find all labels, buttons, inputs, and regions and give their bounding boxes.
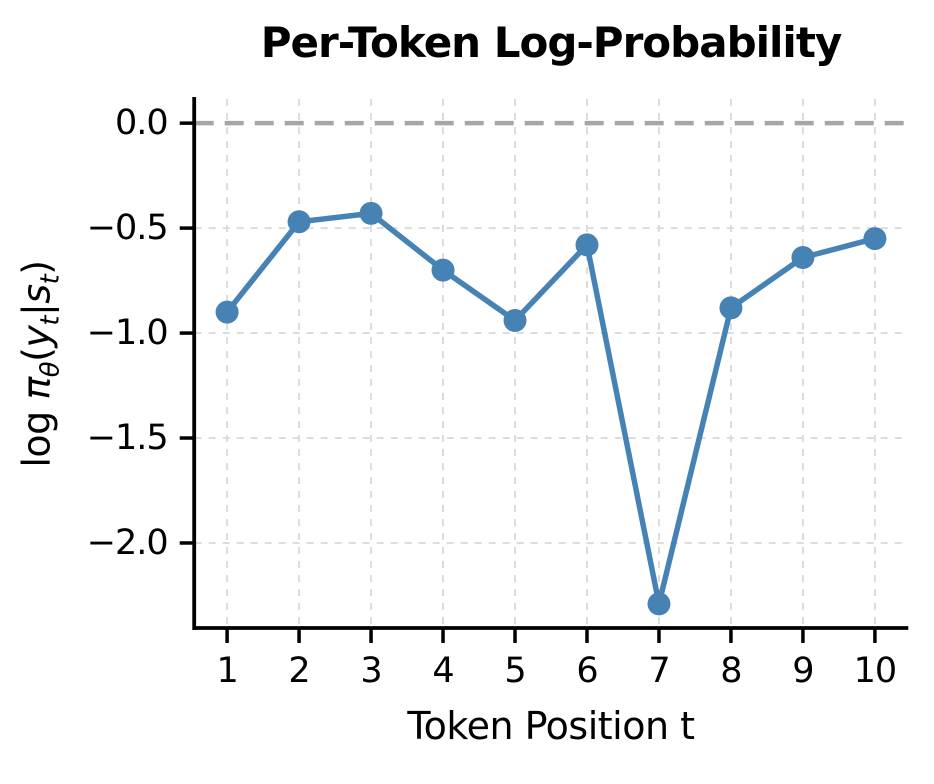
data-point-marker (503, 308, 527, 332)
x-tick-label: 1 (216, 651, 238, 691)
x-tick-label: 10 (853, 651, 898, 691)
data-point-marker (647, 592, 671, 616)
x-tick-label: 4 (432, 651, 454, 691)
x-tick-label: 2 (288, 651, 310, 691)
data-point-marker (359, 201, 383, 225)
x-tick-label: 5 (504, 651, 526, 691)
data-point-marker (215, 300, 239, 324)
data-point-marker (575, 233, 599, 257)
chart-title: Per-Token Log-Probability (260, 18, 843, 67)
data-point-marker (791, 245, 815, 269)
x-axis-label: Token Position t (407, 704, 695, 748)
data-point-marker (719, 296, 743, 320)
data-point-marker (863, 227, 887, 251)
x-tick-label: 7 (648, 651, 670, 691)
x-tick-label: 6 (576, 651, 598, 691)
data-line (224, 210, 878, 607)
x-tick-label: 9 (792, 651, 814, 691)
data-point-marker (287, 210, 311, 234)
y-tick-label: −1.5 (86, 418, 169, 459)
data-point-marker (431, 258, 455, 282)
y-tick-label: −0.5 (86, 208, 169, 249)
x-tick-label: 8 (720, 651, 742, 691)
y-tick-label: 0.0 (115, 103, 169, 144)
x-tick-label: 3 (360, 651, 382, 691)
y-tick-label: −2.0 (86, 522, 169, 563)
y-tick-label: −1.0 (86, 313, 169, 354)
